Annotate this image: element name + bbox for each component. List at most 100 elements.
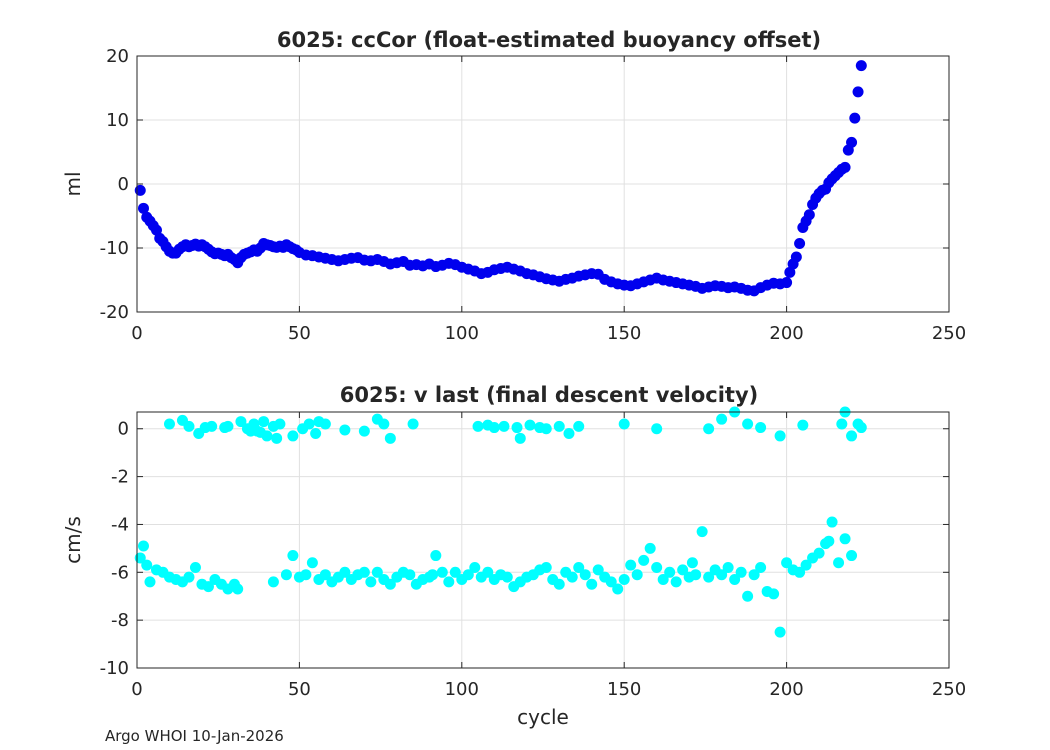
data-point <box>592 564 604 576</box>
y-tick-label: -8 <box>111 610 129 631</box>
y-tick-label: -2 <box>111 467 129 488</box>
data-point <box>638 554 650 566</box>
data-point <box>267 576 279 588</box>
data-point <box>540 423 552 435</box>
data-point <box>407 418 419 430</box>
data-point <box>137 202 149 214</box>
data-point <box>427 569 439 581</box>
data-point <box>716 569 728 581</box>
data-point <box>358 425 370 437</box>
x-tick-label: 0 <box>131 323 142 344</box>
bottom-panel-descent-velocity: 0 50 100 150 200 250 -10 -8 -6 -4 -2 0 6025: v last … <box>61 383 966 729</box>
data-point <box>319 418 331 430</box>
data-point <box>742 590 754 602</box>
data-point <box>287 550 299 562</box>
top-panel-buoyancy-offset: 0 50 100 150 200 250 -20 -10 0 10 20 6025: ccCor (f… <box>61 28 966 344</box>
data-point <box>742 418 754 430</box>
data-point <box>566 571 578 583</box>
data-point <box>781 277 793 289</box>
data-point <box>319 569 331 581</box>
data-point <box>690 569 702 581</box>
data-point <box>306 557 318 569</box>
data-point <box>540 562 552 574</box>
data-point <box>511 422 523 434</box>
y-tick-label: -10 <box>100 658 129 679</box>
y-tick-label: 10 <box>106 110 129 131</box>
data-point <box>472 420 484 432</box>
data-point <box>524 419 536 431</box>
data-point <box>498 420 510 432</box>
data-point <box>371 566 383 578</box>
data-point <box>686 557 698 569</box>
data-point <box>794 238 806 250</box>
y-tick-label: 0 <box>118 419 129 440</box>
data-point <box>488 422 500 434</box>
data-point <box>514 432 526 444</box>
data-point <box>612 583 624 595</box>
data-point <box>358 566 370 578</box>
data-point <box>748 569 760 581</box>
data-point <box>781 557 793 569</box>
x-tick-label: 150 <box>607 323 641 344</box>
data-point <box>755 562 767 574</box>
data-point <box>384 432 396 444</box>
data-point <box>670 576 682 588</box>
data-point <box>618 418 630 430</box>
y-axis-label: ml <box>61 171 85 196</box>
data-point <box>651 423 663 435</box>
data-point <box>696 526 708 538</box>
data-point <box>768 588 780 600</box>
x-tick-label: 100 <box>445 323 479 344</box>
data-point <box>378 418 390 430</box>
data-point <box>303 418 315 430</box>
data-point <box>183 571 195 583</box>
y-tick-label: -20 <box>100 302 129 323</box>
data-point <box>846 136 858 148</box>
data-point <box>644 542 656 554</box>
x-tick-label: 200 <box>769 679 803 700</box>
data-point <box>664 566 676 578</box>
data-point <box>501 571 513 583</box>
data-point <box>232 583 244 595</box>
data-point <box>605 576 617 588</box>
data-point <box>150 224 162 236</box>
data-point <box>813 547 825 559</box>
axes-frame <box>136 411 950 669</box>
data-point <box>729 573 741 585</box>
data-point <box>846 550 858 562</box>
data-point <box>803 209 815 221</box>
data-point <box>573 420 585 432</box>
x-tick-label: 50 <box>288 679 311 700</box>
data-point <box>280 569 292 581</box>
data-point <box>163 418 175 430</box>
data-point <box>826 516 838 528</box>
data-point <box>784 266 796 278</box>
data-point <box>722 562 734 574</box>
data-point <box>774 626 786 638</box>
data-point <box>618 573 630 585</box>
data-point <box>189 562 201 574</box>
data-point <box>797 419 809 431</box>
x-tick-label: 250 <box>932 679 966 700</box>
data-point <box>586 578 598 590</box>
y-tick-label: -4 <box>111 514 129 535</box>
data-point <box>202 581 214 593</box>
data-point <box>300 569 312 581</box>
data-point <box>436 566 448 578</box>
x-tick-label: 100 <box>445 679 479 700</box>
x-tick-label: 200 <box>769 323 803 344</box>
data-point <box>836 418 848 430</box>
data-point <box>657 573 669 585</box>
data-point <box>449 566 461 578</box>
data-point <box>553 420 565 432</box>
data-point <box>365 576 377 588</box>
data-point <box>482 566 494 578</box>
data-point <box>833 557 845 569</box>
data-point <box>855 60 867 72</box>
data-point <box>206 420 218 432</box>
data-point <box>563 428 575 440</box>
data-point <box>849 112 861 124</box>
data-point <box>839 161 851 173</box>
data-point <box>846 430 858 442</box>
data-point <box>443 576 455 588</box>
